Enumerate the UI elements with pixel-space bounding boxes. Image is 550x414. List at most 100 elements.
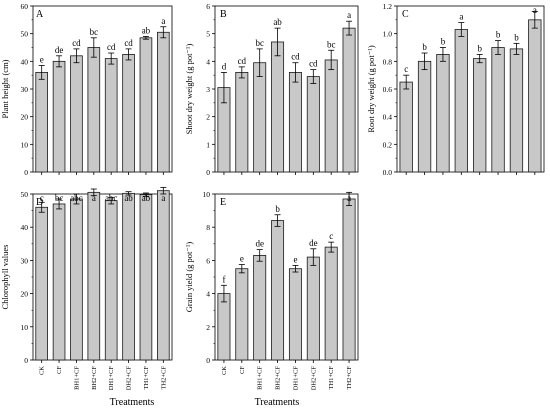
significance-letter: bc <box>327 39 336 49</box>
significance-letter: cd <box>238 56 247 66</box>
y-tick-label: 0 <box>24 168 28 177</box>
y-tick-label: 0.4 <box>383 113 393 122</box>
x-tick-label: TH2+CF <box>346 366 353 390</box>
x-tick-label: TH2+CF <box>160 366 167 390</box>
bar <box>235 72 249 173</box>
y-tick-label: 5 <box>206 30 210 39</box>
significance-letter: a <box>92 193 96 203</box>
bar <box>271 41 285 173</box>
significance-letter: b <box>441 37 446 47</box>
significance-letter: a <box>347 10 351 20</box>
significance-letter: ab <box>142 193 151 203</box>
significance-letter: b <box>496 30 501 40</box>
y-tick-label: 4 <box>206 290 210 299</box>
x-tick-label: CK <box>39 366 46 375</box>
x-tick-label: DH1+CF <box>108 366 115 391</box>
bar <box>253 255 267 361</box>
bar <box>509 48 524 173</box>
y-tick-label: 0 <box>24 356 28 365</box>
bar <box>491 47 505 173</box>
bar <box>122 54 135 173</box>
bar <box>417 60 432 173</box>
bar <box>253 62 267 173</box>
bar <box>52 203 66 361</box>
bar <box>271 220 285 361</box>
y-tick-label: 10 <box>21 140 29 149</box>
bar <box>35 72 48 173</box>
panel-label: B <box>220 9 227 20</box>
x-tick-label: CF <box>56 366 63 374</box>
y-axis-title: Root dry weight (g pot⁻¹) <box>366 45 376 132</box>
y-tick-label: 40 <box>21 57 29 66</box>
bar <box>70 55 83 173</box>
y-tick-label: 6 <box>206 2 210 11</box>
significance-letter: a <box>347 193 351 203</box>
bar <box>104 200 118 361</box>
y-tick-label: 6 <box>206 256 210 265</box>
significance-letter: b <box>422 42 427 52</box>
significance-letter: c <box>404 64 408 74</box>
bar <box>87 47 101 173</box>
significance-letter: de <box>255 239 264 249</box>
panel-label: A <box>36 9 44 20</box>
x-tick-label: CK <box>221 366 228 375</box>
bar <box>306 256 320 361</box>
bar <box>35 206 48 361</box>
x-tick-label: DH2+CF <box>126 366 133 391</box>
y-tick-label: 20 <box>21 113 29 122</box>
significance-letter: cd <box>309 59 318 69</box>
y-tick-label: 0.6 <box>383 85 393 94</box>
significance-letter: a <box>161 16 165 26</box>
y-tick-label: 30 <box>21 85 29 94</box>
bar <box>454 29 468 173</box>
y-tick-label: 10 <box>203 190 211 199</box>
bar <box>157 31 170 173</box>
bar <box>52 60 66 173</box>
significance-letter: de <box>309 238 318 248</box>
y-axis-title: Chlorophyll values <box>0 245 10 310</box>
significance-letter: e <box>293 254 297 264</box>
x-tick-label: BH2+CF <box>275 366 282 390</box>
x-tick-label: DH2+CF <box>310 366 317 391</box>
y-tick-label: 1.0 <box>383 30 393 39</box>
bar <box>288 72 302 173</box>
y-tick-label: 1.2 <box>383 2 393 11</box>
x-tick-label: TH1+CF <box>143 366 150 390</box>
significance-letter: d <box>222 61 227 71</box>
significance-letter: b <box>477 43 482 53</box>
significance-letter: a <box>459 12 463 22</box>
x-tick-label: BH1+CF <box>73 366 80 390</box>
significance-letter: b <box>275 204 280 214</box>
bar <box>324 246 338 361</box>
significance-letter: ab <box>273 17 282 27</box>
bar <box>122 192 135 361</box>
bar <box>87 191 101 361</box>
panel-label: E <box>220 197 226 208</box>
significance-letter: abc <box>70 193 83 203</box>
significance-letter: a <box>533 5 537 15</box>
bar <box>473 58 487 173</box>
significance-letter: bc <box>255 38 264 48</box>
significance-letter: de <box>55 45 64 55</box>
significance-letter: a <box>161 193 165 203</box>
y-tick-label: 8 <box>206 223 210 232</box>
y-tick-label: 3 <box>206 85 210 94</box>
y-axis-title: Shoot dry weight (g pot⁻¹) <box>184 44 194 135</box>
significance-letter: cd <box>291 52 300 62</box>
y-tick-label: 2 <box>206 113 210 122</box>
bar <box>235 268 249 361</box>
significance-letter: c <box>329 231 333 241</box>
y-tick-label: 60 <box>21 2 29 11</box>
bar <box>342 27 356 173</box>
bar <box>528 19 542 173</box>
bar <box>399 81 413 173</box>
significance-letter: abc <box>105 193 118 203</box>
y-tick-label: 0 <box>206 168 210 177</box>
x-axis-title-middle: Treatments <box>255 397 300 408</box>
y-tick-label: 50 <box>21 190 29 199</box>
significance-letter: e <box>240 254 244 264</box>
